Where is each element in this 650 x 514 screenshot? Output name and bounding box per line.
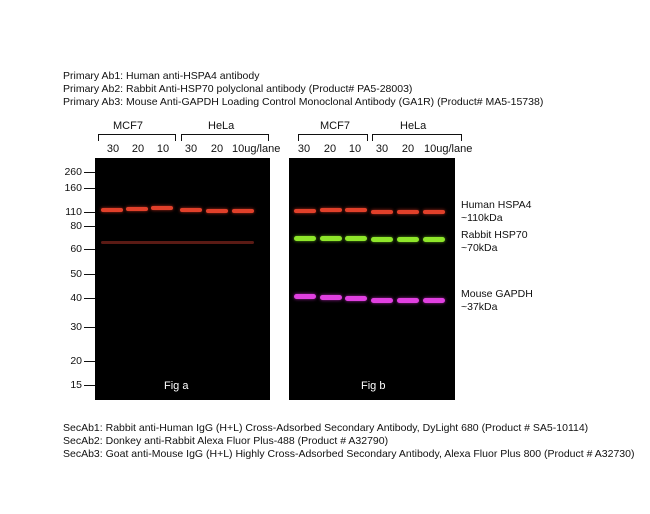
mw-tick-30 (84, 327, 95, 328)
mw-marker-40: 40 (60, 292, 82, 304)
band-hspa4-a-1 (101, 208, 123, 212)
mw-tick-20 (84, 361, 95, 362)
band-gapdh-b-2 (320, 295, 342, 300)
secondary-ab3-text: SecAb3: Goat anti-Mouse IgG (H+L) Highly… (63, 448, 634, 460)
mw-marker-50: 50 (60, 268, 82, 280)
lane-label-b-5: 20 (398, 143, 418, 155)
group-label-hela-b: HeLa (400, 120, 426, 132)
mw-marker-30: 30 (60, 321, 82, 333)
group-bracket-mcf7-b (298, 134, 368, 141)
band-label-hsp70-name: Rabbit HSP70 (461, 229, 528, 242)
mw-tick-80 (84, 226, 95, 227)
band-hsp70-b-1 (294, 236, 316, 241)
band-hspa4-a-6 (232, 209, 254, 213)
mw-tick-260 (84, 172, 95, 173)
band-label-gapdh-name: Mouse GAPDH (461, 288, 533, 301)
mw-marker-80: 80 (60, 220, 82, 232)
band-hsp70-b-2 (320, 236, 342, 241)
band-gapdh-b-6 (423, 298, 445, 303)
lane-label-b-6: 10ug/lane (424, 143, 474, 155)
mw-marker-160: 160 (60, 182, 82, 194)
band-gapdh-b-5 (397, 298, 419, 303)
band-hsp70-b-4 (371, 237, 393, 242)
band-label-gapdh-size: ~37kDa (461, 301, 533, 314)
band-hspa4-b-1 (294, 209, 316, 213)
band-label-hsp70: Rabbit HSP70 ~70kDa (461, 229, 528, 255)
band-label-gapdh: Mouse GAPDH ~37kDa (461, 288, 533, 314)
band-hspa4-b-6 (423, 210, 445, 214)
band-hspa4-b-2 (320, 208, 342, 212)
secondary-ab1-text: SecAb1: Rabbit anti-Human IgG (H+L) Cros… (63, 422, 588, 434)
mw-marker-60: 60 (60, 243, 82, 255)
blot-panel-a: Fig a (95, 158, 270, 400)
band-faint-a (101, 241, 254, 244)
mw-marker-260: 260 (60, 166, 82, 178)
band-hspa4-b-5 (397, 210, 419, 214)
band-hsp70-b-6 (423, 237, 445, 242)
secondary-ab2-text: SecAb2: Donkey anti-Rabbit Alexa Fluor P… (63, 435, 388, 447)
mw-tick-160 (84, 188, 95, 189)
band-label-hsp70-size: ~70kDa (461, 242, 528, 255)
band-hsp70-b-3 (345, 236, 367, 241)
fig-a-label: Fig a (164, 380, 188, 392)
band-gapdh-b-3 (345, 296, 367, 301)
band-hspa4-b-4 (371, 210, 393, 214)
band-gapdh-b-1 (294, 294, 316, 299)
fig-b-label: Fig b (361, 380, 385, 392)
group-bracket-hela-a (181, 134, 269, 141)
lane-label-a-5: 20 (207, 143, 227, 155)
primary-ab2-text: Primary Ab2: Rabbit Anti-HSP70 polyclona… (63, 83, 412, 95)
mw-tick-60 (84, 249, 95, 250)
mw-tick-40 (84, 298, 95, 299)
blot-panel-b: Fig b (289, 158, 455, 400)
band-label-hspa4-name: Human HSPA4 (461, 199, 531, 212)
mw-tick-15 (84, 385, 95, 386)
band-hspa4-a-4 (180, 208, 202, 212)
band-gapdh-b-4 (371, 298, 393, 303)
group-bracket-hela-b (372, 134, 462, 141)
band-hspa4-a-3 (151, 206, 173, 210)
band-hsp70-b-5 (397, 237, 419, 242)
group-label-mcf7-a: MCF7 (113, 120, 143, 132)
band-label-hspa4-size: ~110kDa (461, 212, 531, 225)
lane-label-b-2: 20 (320, 143, 340, 155)
band-hspa4-a-2 (126, 207, 148, 211)
primary-ab1-text: Primary Ab1: Human anti-HSPA4 antibody (63, 70, 259, 82)
lane-label-b-3: 10 (345, 143, 365, 155)
lane-label-a-2: 20 (128, 143, 148, 155)
lane-label-a-3: 10 (153, 143, 173, 155)
group-label-hela-a: HeLa (208, 120, 234, 132)
band-hspa4-a-5 (206, 209, 228, 213)
band-label-hspa4: Human HSPA4 ~110kDa (461, 199, 531, 225)
lane-label-b-4: 30 (372, 143, 392, 155)
lane-label-a-1: 30 (103, 143, 123, 155)
primary-ab3-text: Primary Ab3: Mouse Anti-GAPDH Loading Co… (63, 96, 543, 108)
lane-label-a-6: 10ug/lane (232, 143, 282, 155)
group-bracket-mcf7-a (98, 134, 176, 141)
lane-label-a-4: 30 (181, 143, 201, 155)
mw-marker-20: 20 (60, 355, 82, 367)
mw-tick-50 (84, 274, 95, 275)
mw-marker-110: 110 (60, 206, 82, 218)
mw-tick-110 (84, 212, 95, 213)
lane-label-b-1: 30 (294, 143, 314, 155)
group-label-mcf7-b: MCF7 (320, 120, 350, 132)
band-hspa4-b-3 (345, 208, 367, 212)
mw-marker-15: 15 (60, 379, 82, 391)
